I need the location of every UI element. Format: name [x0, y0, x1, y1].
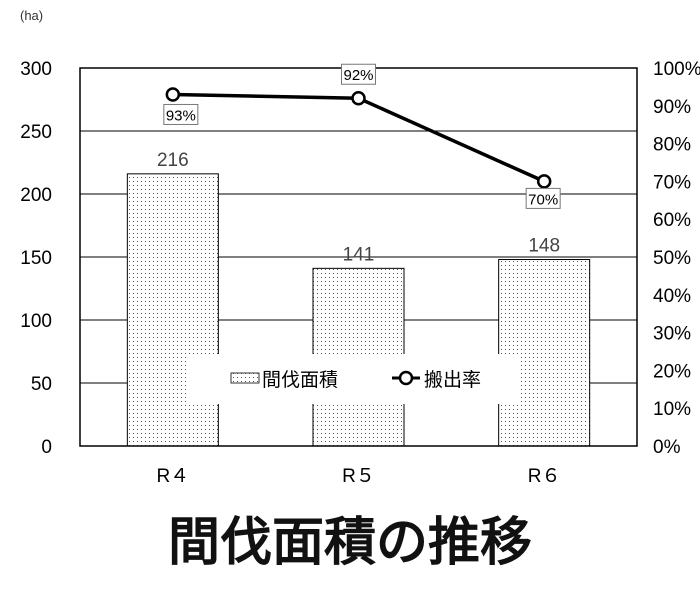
- y-right-tick-label: 70%: [653, 172, 691, 193]
- y-right-tick-label: 50%: [653, 248, 691, 269]
- y-right-tick-label: 20%: [653, 361, 691, 382]
- y-right-tick-label: 90%: [653, 97, 691, 118]
- legend: 間伐面積 搬出率: [186, 354, 520, 404]
- y-left-tick-label: 100: [20, 311, 52, 332]
- bar-data-label: 216: [157, 150, 189, 171]
- line-label-box: [341, 63, 376, 85]
- y-right-tick-label: 80%: [653, 135, 691, 156]
- legend-bar-label: 間伐面積: [262, 369, 338, 391]
- line-label-box: [525, 187, 561, 209]
- line-series: [172, 92, 545, 183]
- y-right-tick-label: 10%: [653, 399, 691, 420]
- line-label-box: [163, 103, 199, 125]
- line-data-label: 92%: [343, 67, 373, 84]
- bar-R４: [126, 173, 219, 447]
- y-right-tick-label: 30%: [653, 324, 691, 345]
- bar-R６: [498, 259, 591, 447]
- y-left-tick-label: 0: [41, 437, 52, 458]
- y-left-tick-label: 50: [31, 374, 52, 395]
- legend-line-label: 搬出率: [424, 369, 481, 391]
- x-tick-label: R６: [528, 466, 561, 487]
- bar-data-label: 148: [528, 236, 560, 257]
- line-data-label: 93%: [166, 107, 196, 124]
- legend-line-marker: [398, 370, 414, 386]
- line-data-label: 70%: [528, 191, 558, 208]
- y-left-tick-label: 200: [20, 185, 52, 206]
- y-left-tick-label: 300: [20, 59, 52, 80]
- legend-bar-swatch: [230, 372, 260, 384]
- y-right-tick-label: 0%: [653, 437, 681, 458]
- chart-title: 間伐面積の推移: [167, 513, 532, 573]
- y-right-tick-label: 60%: [653, 210, 691, 231]
- y-left-tick-label: 250: [20, 122, 52, 143]
- x-tick-label: R５: [342, 466, 375, 487]
- x-tick-label: R４: [156, 466, 189, 487]
- y-left-unit-label: (ha): [20, 8, 43, 23]
- line-point: [351, 90, 366, 106]
- line-point: [165, 87, 181, 102]
- y-left-tick-label: 150: [20, 248, 52, 269]
- y-right-tick-label: 40%: [653, 286, 691, 307]
- y-right-tick-label: 100%: [653, 59, 700, 80]
- bar-data-label: 141: [343, 244, 375, 265]
- line-point: [536, 174, 552, 189]
